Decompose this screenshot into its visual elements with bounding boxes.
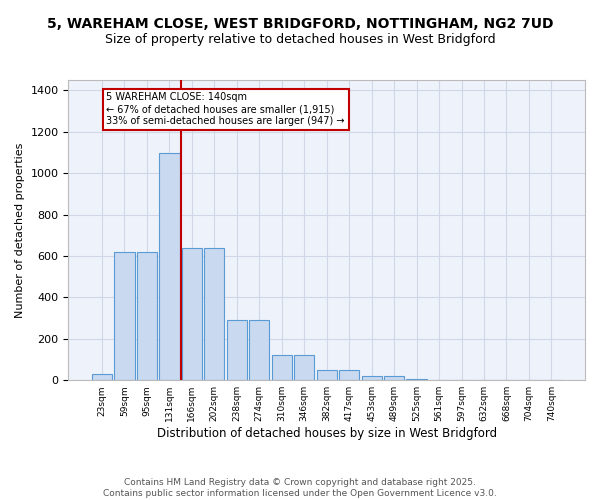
- Bar: [137, 252, 157, 380]
- Bar: [249, 320, 269, 380]
- X-axis label: Distribution of detached houses by size in West Bridgford: Distribution of detached houses by size …: [157, 427, 497, 440]
- Bar: [182, 248, 202, 380]
- Bar: [92, 374, 112, 380]
- Text: 5, WAREHAM CLOSE, WEST BRIDGFORD, NOTTINGHAM, NG2 7UD: 5, WAREHAM CLOSE, WEST BRIDGFORD, NOTTIN…: [47, 18, 553, 32]
- Bar: [339, 370, 359, 380]
- Bar: [115, 252, 134, 380]
- Bar: [272, 356, 292, 380]
- Bar: [317, 370, 337, 380]
- Bar: [159, 154, 179, 380]
- Text: Size of property relative to detached houses in West Bridgford: Size of property relative to detached ho…: [104, 32, 496, 46]
- Bar: [384, 376, 404, 380]
- Text: 5 WAREHAM CLOSE: 140sqm
← 67% of detached houses are smaller (1,915)
33% of semi: 5 WAREHAM CLOSE: 140sqm ← 67% of detache…: [106, 92, 345, 126]
- Bar: [362, 376, 382, 380]
- Text: Contains HM Land Registry data © Crown copyright and database right 2025.
Contai: Contains HM Land Registry data © Crown c…: [103, 478, 497, 498]
- Bar: [227, 320, 247, 380]
- Bar: [294, 356, 314, 380]
- Bar: [406, 379, 427, 380]
- Y-axis label: Number of detached properties: Number of detached properties: [15, 142, 25, 318]
- Bar: [204, 248, 224, 380]
